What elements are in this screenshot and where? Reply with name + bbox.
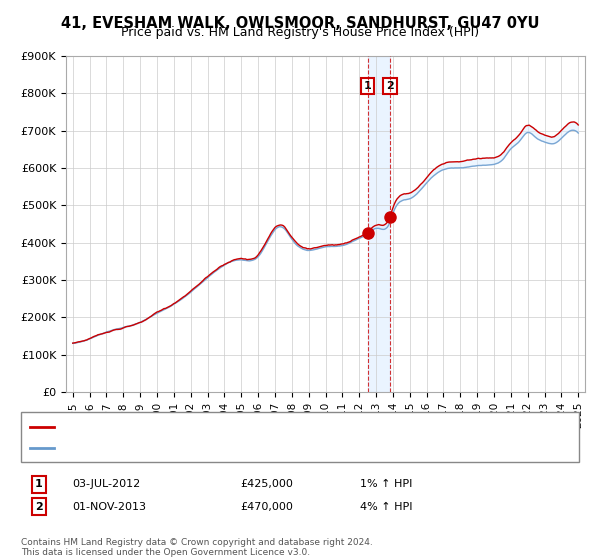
- Text: 1% ↑ HPI: 1% ↑ HPI: [360, 479, 412, 489]
- Text: £425,000: £425,000: [240, 479, 293, 489]
- Text: Price paid vs. HM Land Registry's House Price Index (HPI): Price paid vs. HM Land Registry's House …: [121, 26, 479, 39]
- Text: 4% ↑ HPI: 4% ↑ HPI: [360, 502, 413, 512]
- Text: 41, EVESHAM WALK, OWLSMOOR, SANDHURST, GU47 0YU: 41, EVESHAM WALK, OWLSMOOR, SANDHURST, G…: [61, 16, 539, 31]
- Text: 41, EVESHAM WALK, OWLSMOOR, SANDHURST, GU47 0YU (detached house): 41, EVESHAM WALK, OWLSMOOR, SANDHURST, G…: [59, 422, 457, 432]
- Text: HPI: Average price, detached house, Bracknell Forest: HPI: Average price, detached house, Brac…: [59, 443, 335, 453]
- Bar: [368, 56, 390, 392]
- Text: 1: 1: [364, 81, 371, 91]
- Text: 2: 2: [35, 502, 43, 512]
- Text: 2: 2: [386, 81, 394, 91]
- Text: Contains HM Land Registry data © Crown copyright and database right 2024.
This d: Contains HM Land Registry data © Crown c…: [21, 538, 373, 557]
- Text: 1: 1: [35, 479, 43, 489]
- Text: 03-JUL-2012: 03-JUL-2012: [72, 479, 140, 489]
- Text: £470,000: £470,000: [240, 502, 293, 512]
- Text: 01-NOV-2013: 01-NOV-2013: [72, 502, 146, 512]
